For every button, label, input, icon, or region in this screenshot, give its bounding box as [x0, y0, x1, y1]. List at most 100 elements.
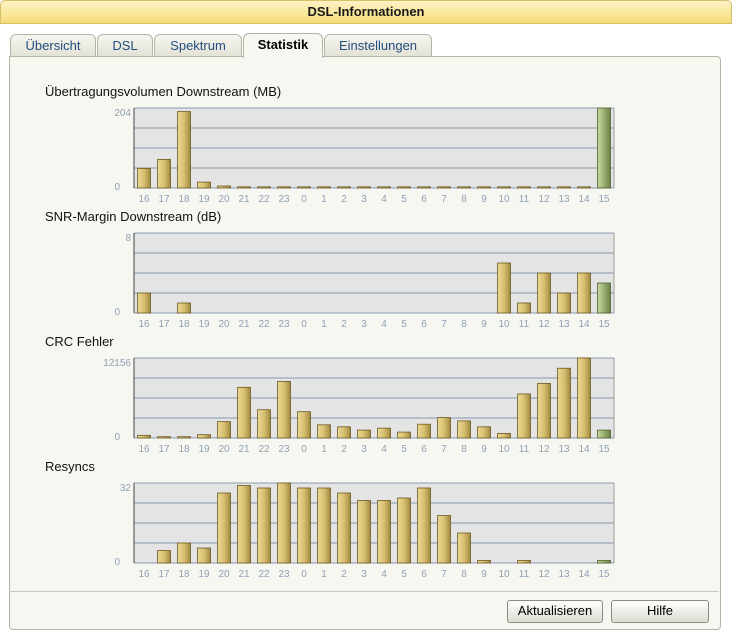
x-tick-label: 7: [441, 444, 447, 455]
x-tick-label: 14: [578, 319, 590, 330]
bar: [137, 292, 151, 314]
x-tick-label: 22: [258, 444, 270, 455]
bar: [137, 434, 151, 439]
x-tick-label: 21: [238, 569, 250, 580]
x-tick-label: 13: [558, 569, 570, 580]
bar: [417, 186, 431, 189]
bar: [517, 186, 531, 189]
x-tick-label: 18: [178, 444, 190, 455]
x-tick-label: 3: [361, 194, 367, 205]
x-tick-label: 20: [218, 194, 230, 205]
x-tick-label: 8: [461, 569, 467, 580]
x-tick-label: 10: [498, 569, 510, 580]
x-tick-label: 11: [519, 194, 530, 205]
bar: [237, 186, 251, 189]
bar: [377, 427, 391, 439]
tab-dsl[interactable]: DSL: [97, 34, 153, 56]
x-tick-label: 6: [421, 569, 427, 580]
bar: [397, 186, 411, 189]
y-tick-max: 32: [120, 483, 132, 494]
bar: [317, 186, 331, 189]
x-tick-label: 15: [598, 319, 610, 330]
bar: [377, 186, 391, 189]
bar: [197, 181, 211, 189]
bar: [237, 485, 251, 564]
bar: [357, 500, 371, 564]
x-tick-label: 11: [519, 569, 530, 580]
tab-uebersicht[interactable]: Übersicht: [10, 34, 96, 56]
bar-current: [597, 560, 611, 564]
x-tick-label: 12: [538, 194, 550, 205]
refresh-button[interactable]: Aktualisieren: [507, 600, 603, 623]
bar: [537, 382, 551, 439]
bar: [417, 487, 431, 564]
x-tick-label: 8: [461, 194, 467, 205]
bar: [137, 167, 151, 189]
bar: [357, 186, 371, 189]
x-tick-label: 15: [598, 444, 610, 455]
x-tick-label: 18: [178, 569, 190, 580]
bar: [377, 500, 391, 564]
x-tick-label: 7: [441, 194, 447, 205]
x-tick-label: 11: [519, 319, 530, 330]
x-tick-label: 0: [301, 319, 307, 330]
x-tick-label: 18: [178, 319, 190, 330]
x-tick-label: 22: [258, 194, 270, 205]
bar: [457, 532, 471, 564]
x-tick-label: 7: [441, 319, 447, 330]
bar: [497, 432, 511, 439]
x-tick-label: 3: [361, 444, 367, 455]
x-tick-label: 6: [421, 319, 427, 330]
bar: [417, 423, 431, 439]
bar: [337, 426, 351, 439]
tab-spektrum[interactable]: Spektrum: [154, 34, 242, 56]
bar: [557, 292, 571, 314]
bar: [197, 434, 211, 439]
y-tick-min: 0: [114, 182, 120, 193]
x-tick-label: 0: [301, 569, 307, 580]
y-tick-min: 0: [114, 557, 120, 568]
x-tick-label: 4: [381, 569, 387, 580]
x-tick-label: 19: [198, 444, 210, 455]
x-tick-label: 16: [138, 319, 150, 330]
x-tick-label: 2: [341, 569, 347, 580]
tab-einstellungen[interactable]: Einstellungen: [324, 34, 432, 56]
x-tick-label: 4: [381, 444, 387, 455]
x-tick-label: 0: [301, 194, 307, 205]
bar: [437, 515, 451, 564]
x-tick-label: 18: [178, 194, 190, 205]
y-tick-min: 0: [114, 307, 120, 318]
x-tick-label: 23: [278, 194, 290, 205]
bar-current: [597, 107, 611, 189]
x-tick-label: 10: [498, 444, 510, 455]
x-tick-label: 19: [198, 569, 210, 580]
x-tick-label: 17: [158, 444, 170, 455]
x-tick-label: 8: [461, 319, 467, 330]
x-tick-label: 14: [578, 569, 590, 580]
bar: [217, 421, 231, 439]
chart-resyncs: 16 17 18 19 20 21 22 23 0 1 2 3 4 5 6 7 8 9 10 11 12 13 14 1532…: [114, 482, 615, 580]
bar: [517, 302, 531, 314]
x-tick-label: 22: [258, 319, 270, 330]
y-tick-max: 8: [125, 233, 131, 244]
x-tick-label: 4: [381, 194, 387, 205]
tab-statistik[interactable]: Statistik: [243, 33, 323, 58]
bar: [577, 186, 591, 189]
bar: [277, 482, 291, 564]
x-tick-label: 13: [558, 444, 570, 455]
bar: [297, 411, 311, 439]
bar: [517, 393, 531, 439]
x-tick-label: 1: [321, 569, 327, 580]
x-tick-label: 21: [238, 444, 250, 455]
x-tick-label: 20: [218, 569, 230, 580]
help-button[interactable]: Hilfe: [611, 600, 709, 623]
bar: [457, 420, 471, 439]
bar: [297, 186, 311, 189]
x-tick-label: 23: [278, 444, 290, 455]
bar: [397, 497, 411, 564]
x-tick-label: 3: [361, 319, 367, 330]
x-tick-label: 16: [138, 194, 150, 205]
x-tick-label: 11: [519, 444, 530, 455]
x-tick-label: 17: [158, 319, 170, 330]
